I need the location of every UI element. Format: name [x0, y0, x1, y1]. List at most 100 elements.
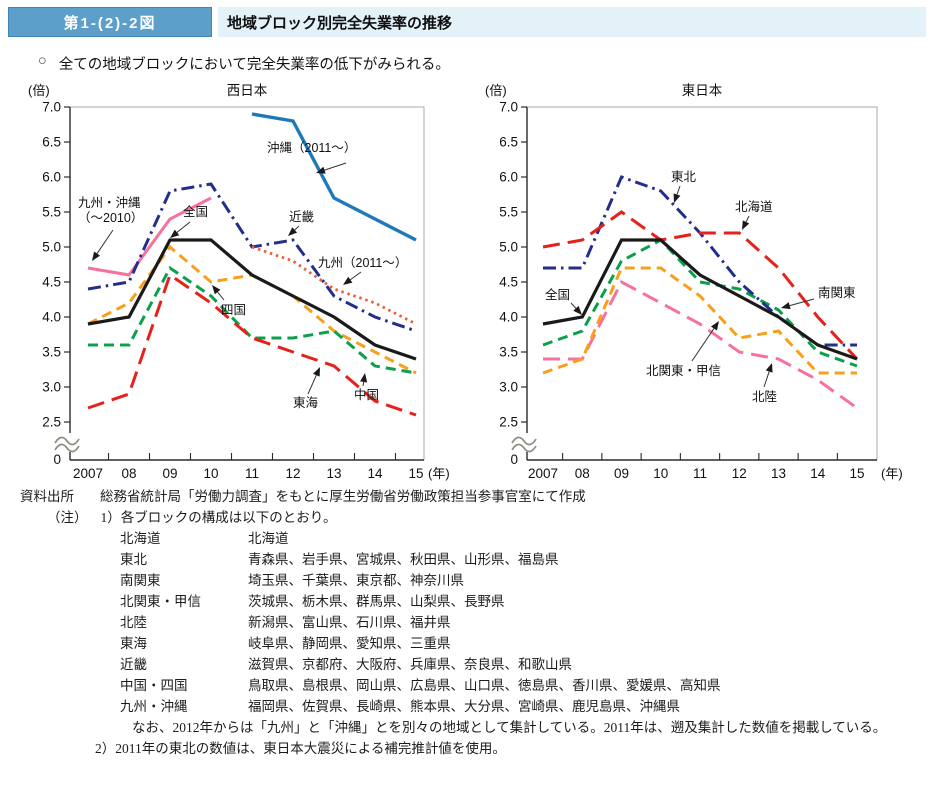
x-tick-label: 08: [121, 466, 136, 481]
east-japan-chart: 東日本 (倍) 7.0 6.5 6.0 5.5 5.0 4.5 4.0 3.5 3.0 2.5 0 200…: [485, 83, 903, 481]
block-name: 北関東・甲信: [120, 594, 201, 609]
series-line-hokkaido: [542, 210, 859, 361]
y-tick-label: 7.0: [499, 100, 518, 115]
label-okinawa: 沖縄（2011～）: [267, 140, 356, 174]
label-tokai-arrowhead: [313, 367, 320, 377]
series-line-zenkoku: [542, 238, 858, 361]
x-tick-label: 15: [408, 466, 423, 481]
note-1-extra-text: なお、2012年からは「九州」と「沖縄」とを別々の地域として集計している。201…: [132, 720, 887, 735]
y-zero-label: 0: [53, 452, 61, 467]
x-tick-label: 14: [810, 466, 826, 481]
x-tick-label: 2007: [528, 466, 558, 481]
label-tohoku-text: 東北: [671, 170, 697, 184]
y-unit-label: (倍): [28, 83, 50, 98]
y-tick-label: 5.0: [499, 240, 518, 255]
series-line-minamikanto: [542, 238, 858, 368]
y-tick-label: 6.0: [499, 170, 518, 185]
x-tick-label: 11: [693, 466, 707, 481]
source-label: 資料出所: [20, 489, 74, 504]
x-tick-label: 13: [771, 466, 786, 481]
label-minamikanto-arrowhead: [781, 302, 791, 310]
x-unit-label: (年): [428, 466, 450, 481]
note-2-text: 2011年の東北の数値は、東日本大震災による補完推計値を使用。: [115, 741, 506, 756]
x-tick-label: 10: [203, 466, 218, 481]
label-kyushu-2011: 九州（2011～）: [318, 256, 407, 285]
y-tick-label: 4.5: [499, 275, 518, 290]
block-name: 東海: [120, 636, 147, 651]
note-1-text: 各ブロックの構成は以下のとおり。: [120, 510, 337, 525]
y-tick-label: 3.5: [42, 345, 61, 360]
chart-title: 東日本: [682, 83, 723, 98]
block-prefectures: 岐阜県、静岡県、愛知県、三重県: [248, 636, 451, 651]
y-tick-label: 2.5: [499, 415, 518, 430]
block-prefectures: 滋賀県、京都府、大阪府、兵庫県、奈良県、和歌山県: [248, 657, 572, 672]
x-tick-label: 12: [732, 466, 747, 481]
y-tick-label: 4.5: [42, 275, 61, 290]
label-okinawa-arrowhead: [316, 166, 326, 174]
label-hokkaido: 北海道: [735, 199, 773, 230]
y-tick-label: 6.0: [42, 170, 61, 185]
figure-title: 地域ブロック別完全失業率の推移: [218, 7, 926, 37]
notes-block: 資料出所 総務省統計局「労働力調査」をもとに厚生労働省労働政策担当参事官室にて作成…: [0, 486, 932, 759]
label-zenkoku-arrowhead: [170, 229, 180, 238]
label-kitakanto-arrowhead: [710, 321, 719, 331]
note-label: （注）: [47, 510, 88, 525]
label-kyushu-2011-arrowhead: [343, 276, 353, 285]
label-tokai-text: 東海: [293, 395, 319, 410]
block-prefectures: 茨城県、栃木県、群馬県、山梨県、長野県: [248, 594, 505, 609]
note-1-number: 1）: [100, 510, 121, 525]
x-tick-label: 12: [285, 466, 300, 481]
y-tick-label: 3.0: [42, 380, 61, 395]
west-japan-chart: 西日本 (倍) 7.0 6.5 6.0 5.5 5.0 4.5 4.0 3.5 3.0 2.5 0 200…: [28, 83, 450, 481]
source-row: 資料出所 総務省統計局「労働力調査」をもとに厚生労働省労働政策担当参事官室にて作成: [0, 486, 932, 507]
x-tick-label: 15: [849, 466, 864, 481]
block-row: 中国・四国 鳥取県、島根県、岡山県、広島県、山口県、徳島県、香川県、愛媛県、高知県: [0, 675, 932, 696]
label-okinawa-text: 沖縄（2011～）: [267, 140, 356, 155]
y-tick-label: 6.5: [499, 135, 518, 150]
x-tick-label: 10: [653, 466, 668, 481]
block-name: 北陸: [120, 615, 147, 630]
y-tick-label: 7.0: [42, 100, 61, 115]
label-hokuriku-arrowhead: [765, 363, 773, 373]
x-tick-label: 13: [326, 466, 341, 481]
label-tohoku-arrowhead: [673, 193, 681, 203]
y-tick-label: 4.0: [42, 310, 61, 325]
x-tick-label: 09: [614, 466, 629, 481]
label-kitakanto-text: 北関東・甲信: [646, 364, 721, 378]
y-tick-label: 4.0: [499, 310, 518, 325]
axis-break-icon: [511, 436, 537, 446]
block-prefectures: 青森県、岩手県、宮城県、秋田県、山形県、福島県: [248, 552, 559, 567]
block-name: 南関東: [120, 573, 161, 588]
x-tick-label: 09: [162, 466, 177, 481]
y-tick-label: 5.0: [42, 240, 61, 255]
block-row: 東海 岐阜県、静岡県、愛知県、三重県: [0, 633, 932, 654]
series-line-chugoku: [88, 265, 417, 375]
series-line-kitakanto-koshin: [542, 266, 857, 375]
label-chugoku: 中国: [354, 373, 379, 402]
block-row: 北海道 北海道: [0, 528, 932, 549]
label-minamikanto: 南関東: [781, 285, 856, 310]
label-zenkoku-text: 全国: [545, 287, 570, 302]
block-name: 中国・四国: [120, 678, 188, 693]
series-line-zenkoku: [87, 238, 417, 361]
chart-title: 西日本: [227, 83, 268, 98]
block-prefectures: 北海道: [248, 531, 289, 546]
label-shikoku-text: 四国: [221, 303, 246, 317]
note-2-number: 2）: [95, 741, 116, 756]
block-row: 北陸 新潟県、富山県、石川県、福井県: [0, 612, 932, 633]
circle-bullet-icon: ○: [38, 53, 47, 69]
y-tick-label: 2.5: [42, 415, 61, 430]
label-zenkoku: 全国: [170, 204, 208, 238]
block-row: 東北 青森県、岩手県、宮城県、秋田県、山形県、福島県: [0, 549, 932, 570]
label-minamikanto-text: 南関東: [818, 285, 856, 300]
charts-area: 西日本 (倍) 7.0 6.5 6.0 5.5 5.0 4.5 4.0 3.5 3.0 2.5 0 200…: [0, 80, 932, 484]
block-row: 九州・沖縄 福岡県、佐賀県、長崎県、熊本県、大分県、宮崎県、鹿児島県、沖縄県: [0, 696, 932, 717]
label-hokkaido-text: 北海道: [735, 199, 773, 214]
label-chugoku-arrowhead: [360, 373, 368, 383]
block-name: 近畿: [120, 657, 147, 672]
label-hokkaido-arrowhead: [742, 220, 750, 230]
label-tohoku: 東北: [671, 170, 697, 203]
block-name: 北海道: [120, 531, 161, 546]
series-line-okinawa-2011: [251, 112, 417, 242]
